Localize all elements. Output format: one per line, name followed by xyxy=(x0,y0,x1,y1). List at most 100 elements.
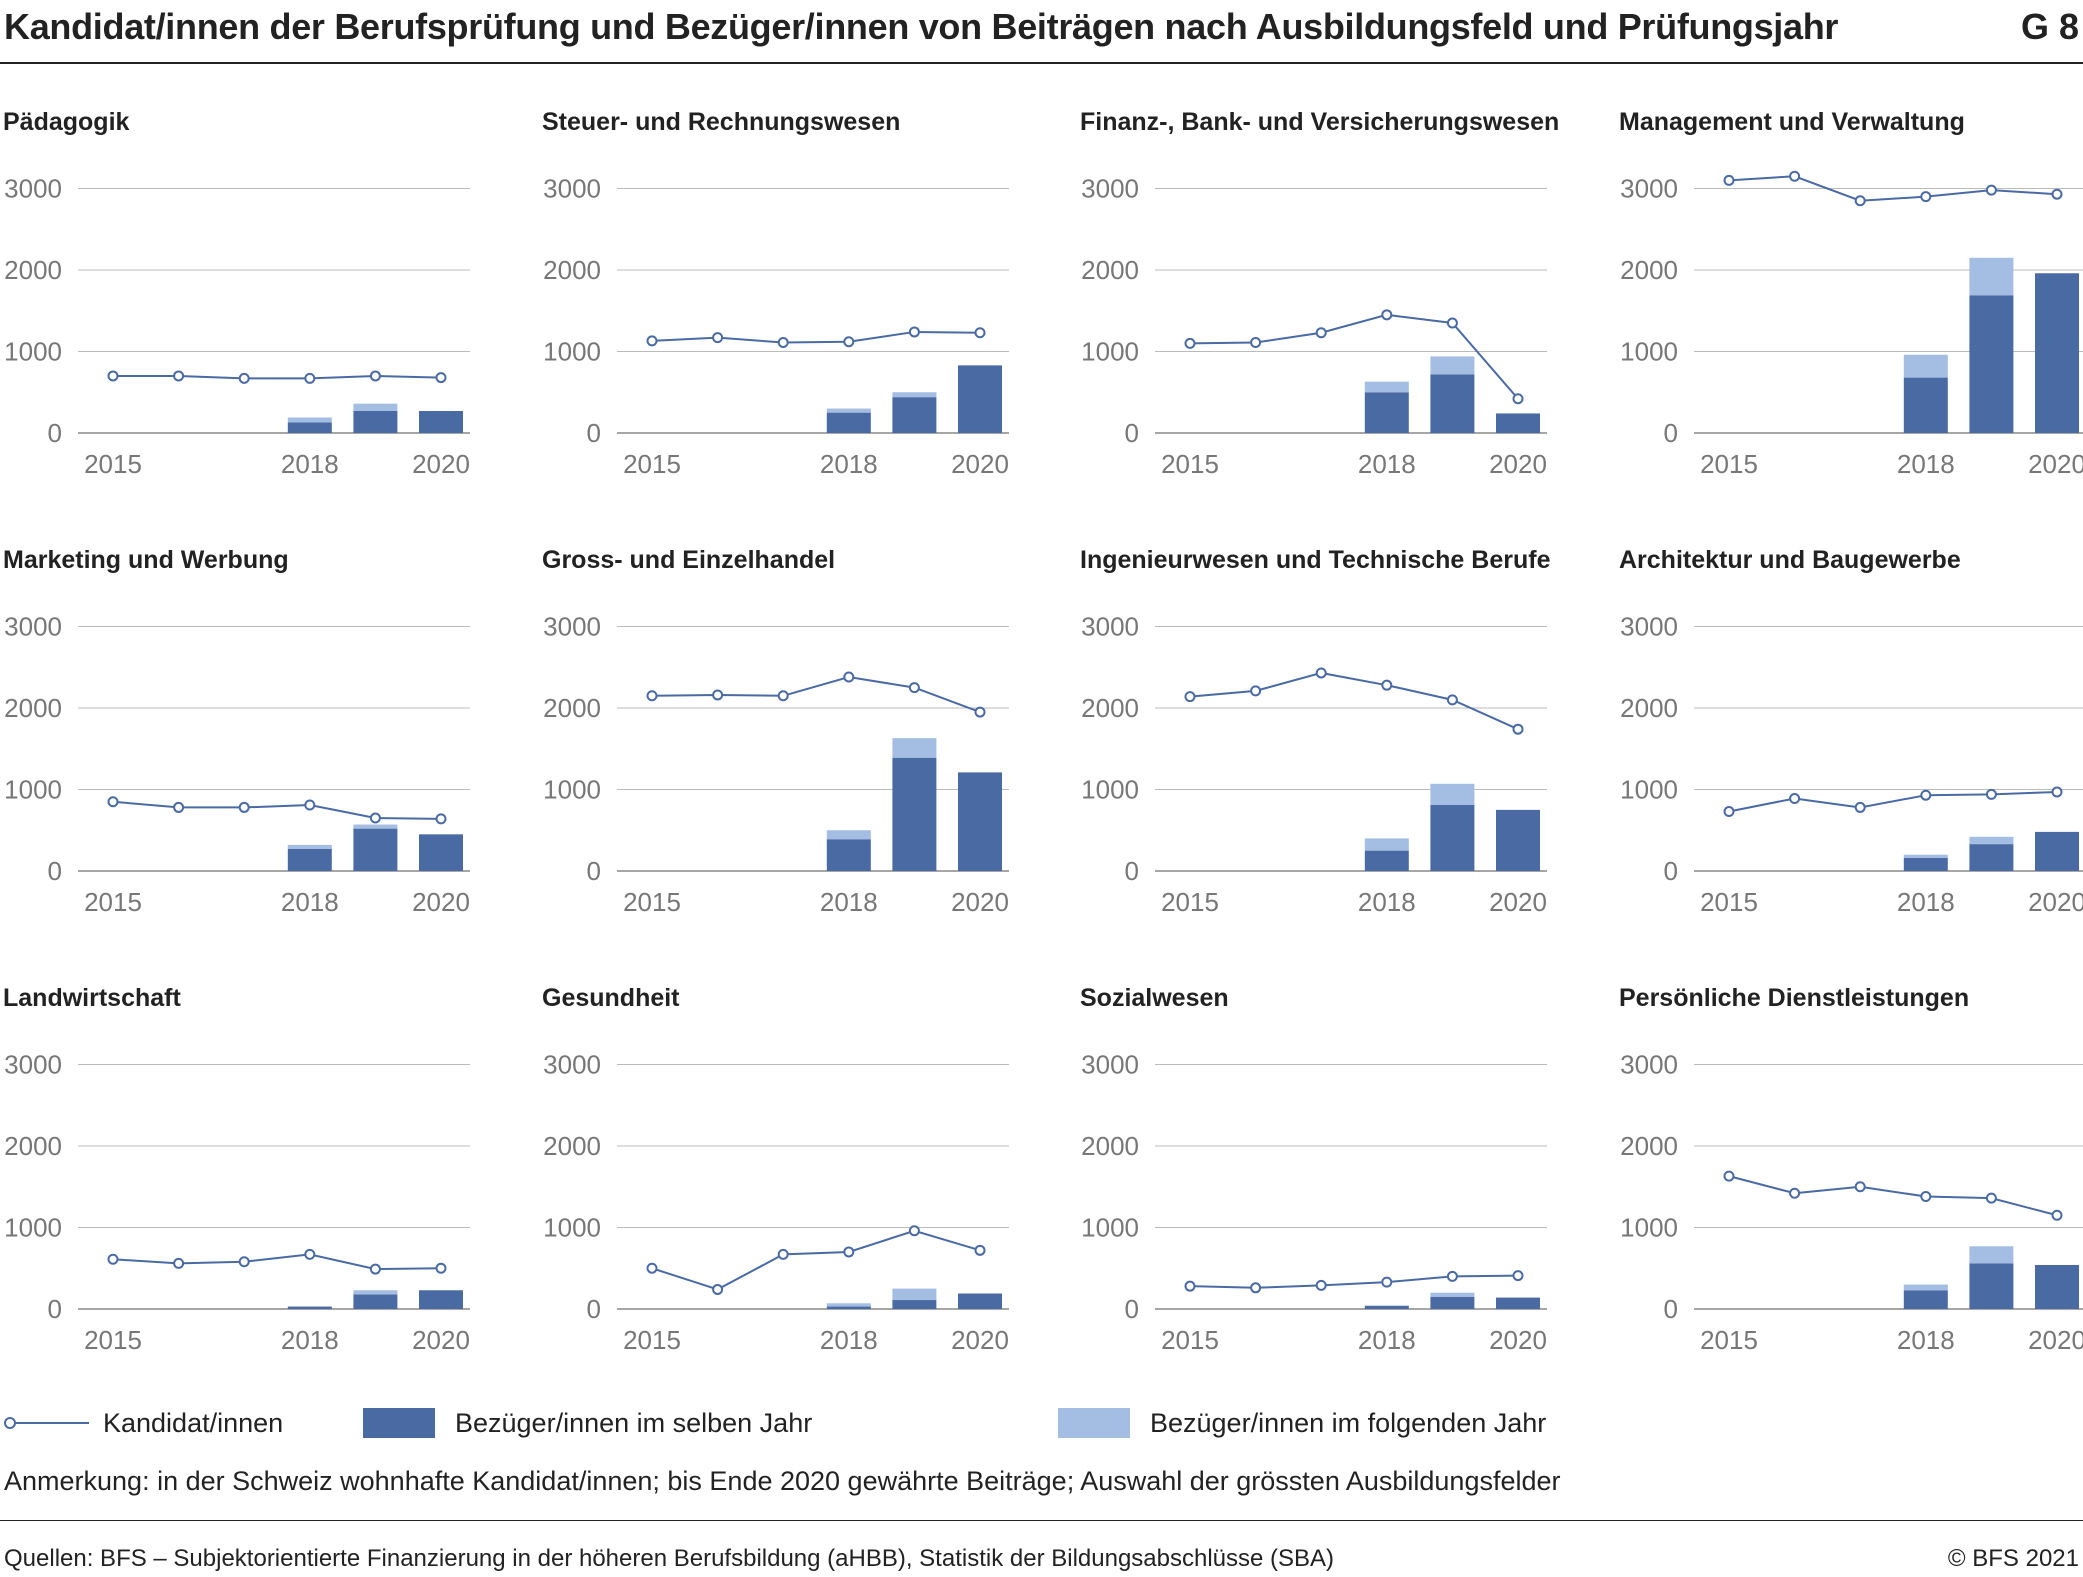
x-tick-label: 2015 xyxy=(623,449,681,479)
bar-same-year xyxy=(1969,844,2014,871)
bar-same-year xyxy=(2035,273,2079,433)
candidates-point xyxy=(304,1248,316,1260)
candidates-point xyxy=(1854,1181,1866,1193)
bar-same-year xyxy=(1969,295,2014,433)
candidates-point xyxy=(1723,174,1735,186)
bar-next-year xyxy=(1430,783,1475,805)
x-tick-label: 2020 xyxy=(951,1325,1009,1355)
candidates-point xyxy=(1985,1192,1997,1204)
bar-next-year xyxy=(892,738,937,758)
candidates-point xyxy=(173,801,185,813)
panel-title: Pädagogik xyxy=(3,108,130,136)
x-tick-label: 2020 xyxy=(412,449,470,479)
bar-same-year xyxy=(2035,1264,2079,1309)
x-tick-label: 2018 xyxy=(1358,887,1416,917)
candidates-point xyxy=(777,337,789,349)
small-multiples-chart: Pädagogik 0 1000 2000 3000 2015 2018 2020 Steuer… xyxy=(3,108,2083,1355)
y-tick-label: 0 xyxy=(1125,1294,1139,1324)
y-tick-label: 2000 xyxy=(543,255,601,285)
bar-same-year xyxy=(353,1294,398,1309)
candidates-point xyxy=(2051,786,2063,798)
panel-title: Gesundheit xyxy=(542,984,680,1012)
bar-next-year xyxy=(1903,354,1948,378)
y-tick-label: 1000 xyxy=(1081,337,1139,367)
x-tick-label: 2015 xyxy=(1700,449,1758,479)
x-tick-label: 2015 xyxy=(623,1325,681,1355)
candidates-point xyxy=(435,372,447,384)
panel-title: Sozialwesen xyxy=(1080,984,1229,1012)
y-tick-label: 1000 xyxy=(543,775,601,805)
candidates-point xyxy=(1723,1170,1735,1182)
candidates-point xyxy=(1512,723,1524,735)
candidates-point xyxy=(2051,1209,2063,1221)
candidates-point xyxy=(1250,685,1262,697)
x-tick-label: 2015 xyxy=(84,1325,142,1355)
y-tick-label: 0 xyxy=(1664,856,1678,886)
x-tick-label: 2020 xyxy=(412,1325,470,1355)
y-tick-label: 3000 xyxy=(4,1050,62,1080)
y-tick-label: 2000 xyxy=(543,1131,601,1161)
candidates-point xyxy=(1250,1282,1262,1294)
y-tick-label: 0 xyxy=(1125,856,1139,886)
bar-next-year xyxy=(826,1303,871,1307)
candidates-point xyxy=(1723,806,1735,818)
bar-same-year xyxy=(1430,804,1475,871)
footnote: Anmerkung: in der Schweiz wohnhafte Kand… xyxy=(4,1466,1561,1496)
x-tick-label: 2018 xyxy=(281,887,339,917)
bar-next-year xyxy=(1430,1292,1475,1297)
bar-same-year xyxy=(353,410,398,433)
candidates-point xyxy=(974,1244,986,1256)
candidates-point xyxy=(1381,679,1393,691)
y-tick-label: 0 xyxy=(587,1294,601,1324)
y-tick-label: 0 xyxy=(587,856,601,886)
candidates-point xyxy=(435,813,447,825)
candidates-point xyxy=(974,706,986,718)
y-tick-label: 0 xyxy=(1664,418,1678,448)
y-tick-label: 3000 xyxy=(1081,1050,1139,1080)
bar-same-year xyxy=(287,848,332,871)
candidates-point xyxy=(304,799,316,811)
candidates-point xyxy=(712,1283,724,1295)
x-tick-label: 2015 xyxy=(1700,887,1758,917)
y-tick-label: 1000 xyxy=(1620,1213,1678,1243)
bar-next-year xyxy=(826,830,871,840)
x-tick-label: 2020 xyxy=(1489,449,1547,479)
x-tick-label: 2015 xyxy=(623,887,681,917)
candidates-point xyxy=(1789,792,1801,804)
candidates-point xyxy=(1789,1187,1801,1199)
candidates-point xyxy=(1250,337,1262,349)
x-tick-label: 2020 xyxy=(2028,449,2083,479)
y-tick-label: 1000 xyxy=(4,775,62,805)
x-tick-label: 2015 xyxy=(1161,1325,1219,1355)
bar-same-year xyxy=(892,1300,937,1309)
bar-next-year xyxy=(353,824,398,829)
x-tick-label: 2018 xyxy=(820,1325,878,1355)
bar-next-year xyxy=(892,392,937,398)
bar-same-year xyxy=(287,422,332,433)
candidates-point xyxy=(1985,788,1997,800)
candidates-point xyxy=(974,327,986,339)
x-tick-label: 2018 xyxy=(820,887,878,917)
candidates-line xyxy=(113,374,442,380)
candidates-point xyxy=(908,1225,920,1237)
x-tick-label: 2015 xyxy=(1700,1325,1758,1355)
x-tick-label: 2020 xyxy=(1489,1325,1547,1355)
footer-divider xyxy=(0,1520,2083,1521)
panel-title: Ingenieurwesen und Technische Berufe xyxy=(1080,546,1551,574)
candidates-point xyxy=(843,336,855,348)
candidates-point xyxy=(173,370,185,382)
candidates-line xyxy=(651,1229,981,1291)
bar-same-year xyxy=(1496,1297,1540,1309)
candidates-point xyxy=(1920,191,1932,203)
bar-same-year xyxy=(1430,1296,1475,1309)
candidates-line xyxy=(112,1253,442,1271)
bar-next-year xyxy=(287,417,332,423)
bar-same-year xyxy=(2035,831,2079,871)
source-text: Quellen: BFS – Subjektorientierte Finanz… xyxy=(4,1545,1335,1572)
bar-same-year xyxy=(958,772,1002,871)
bar-next-year xyxy=(353,403,398,411)
candidates-line xyxy=(1189,671,1519,731)
y-tick-label: 2000 xyxy=(1620,693,1678,723)
y-tick-label: 3000 xyxy=(1081,174,1139,204)
candidates-point xyxy=(1512,393,1524,405)
